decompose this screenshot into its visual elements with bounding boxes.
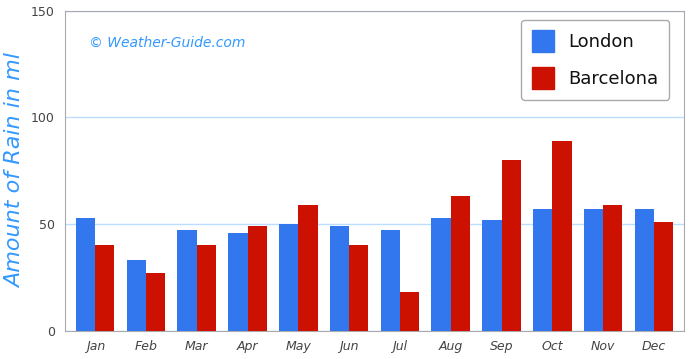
Bar (482, 220, 502, 331)
Bar (533, 209, 553, 331)
Bar (584, 209, 603, 331)
Bar (279, 224, 298, 331)
Bar (451, 196, 470, 331)
Bar (197, 245, 216, 331)
Bar (635, 209, 654, 331)
Bar (603, 205, 622, 331)
Bar (298, 205, 317, 331)
Bar (177, 230, 197, 331)
Legend: London, Barcelona: London, Barcelona (522, 20, 669, 100)
Bar (431, 218, 451, 331)
Bar (553, 141, 572, 331)
Bar (146, 273, 166, 331)
Bar (228, 233, 248, 331)
Bar (349, 245, 368, 331)
Y-axis label: Amount of Rain in ml: Amount of Rain in ml (6, 53, 26, 288)
Bar (654, 222, 673, 331)
Bar (127, 260, 146, 331)
Text: © Weather-Guide.com: © Weather-Guide.com (90, 36, 246, 50)
Bar (381, 230, 400, 331)
Bar (502, 160, 521, 331)
Bar (76, 218, 95, 331)
Bar (330, 226, 349, 331)
Bar (248, 226, 267, 331)
Bar (95, 245, 115, 331)
Bar (400, 292, 420, 331)
